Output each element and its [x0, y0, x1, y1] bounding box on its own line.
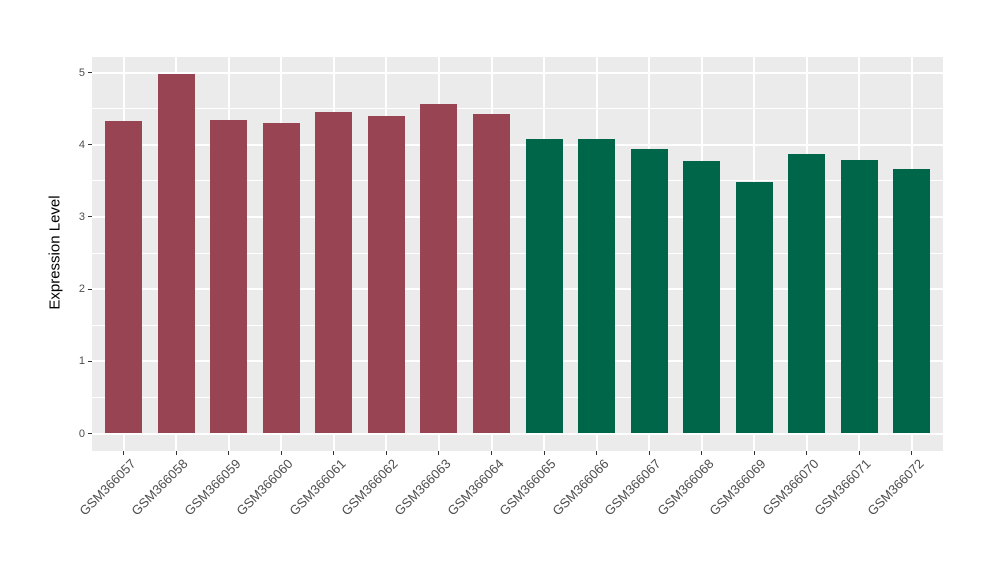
- bar-GSM366061: [315, 112, 353, 434]
- bar-GSM366066: [578, 138, 616, 434]
- x-tick-mark: [123, 451, 125, 455]
- y-axis-title-text: Expression Level: [46, 195, 64, 310]
- bar-GSM366072: [893, 169, 931, 434]
- y-tick-mark: [88, 72, 92, 73]
- major-gridline: [92, 288, 943, 291]
- bar-GSM366069: [735, 182, 773, 434]
- y-tick-label: 5: [78, 66, 85, 79]
- x-tick-mark: [543, 451, 545, 455]
- minor-gridline: [92, 108, 943, 110]
- bar-GSM366064: [473, 113, 510, 434]
- x-tick-mark: [753, 451, 755, 455]
- bar-GSM366070: [788, 154, 826, 434]
- x-tick-mark: [596, 451, 598, 455]
- x-tick-mark: [648, 451, 650, 455]
- x-tick-mark: [385, 451, 387, 455]
- x-tick-mark: [438, 451, 440, 455]
- plot-panel: [92, 57, 943, 451]
- minor-gridline: [92, 324, 943, 326]
- bar-GSM366059: [210, 120, 248, 434]
- minor-gridline: [92, 180, 943, 182]
- minor-gridline: [92, 252, 943, 254]
- y-tick-mark: [88, 288, 92, 290]
- y-tick-label: 1: [78, 355, 85, 368]
- bar-GSM366068: [683, 160, 721, 434]
- y-tick-label: 2: [78, 283, 85, 296]
- major-gridline: [92, 143, 943, 146]
- x-tick-mark: [491, 451, 492, 455]
- x-tick-mark: [701, 451, 703, 455]
- bar-GSM366058: [157, 73, 195, 434]
- minor-gridline: [92, 396, 943, 398]
- major-gridline: [92, 432, 943, 435]
- x-tick-mark: [333, 451, 335, 455]
- y-tick-mark: [88, 144, 92, 146]
- major-gridline: [92, 71, 943, 74]
- y-tick-label: 0: [78, 427, 85, 440]
- y-tick-mark: [88, 433, 92, 434]
- y-tick-label: 4: [78, 138, 85, 151]
- y-tick-mark: [88, 216, 92, 218]
- x-tick-mark: [228, 451, 230, 455]
- x-tick-mark: [175, 451, 177, 455]
- major-gridline: [92, 360, 943, 363]
- y-tick-mark: [88, 360, 92, 362]
- bar-GSM366067: [630, 149, 668, 434]
- y-tick-label: 3: [78, 210, 85, 223]
- bar-GSM366060: [262, 123, 300, 434]
- bar-GSM366071: [840, 159, 878, 434]
- bar-GSM366057: [105, 120, 143, 434]
- x-tick-mark: [280, 451, 282, 455]
- x-tick-mark: [858, 451, 860, 455]
- x-tick-mark: [911, 451, 913, 455]
- bar-GSM366065: [525, 138, 563, 434]
- major-gridline: [92, 215, 943, 218]
- bar-GSM366062: [367, 115, 405, 434]
- x-tick-mark: [806, 451, 808, 455]
- bar-GSM366063: [420, 104, 458, 434]
